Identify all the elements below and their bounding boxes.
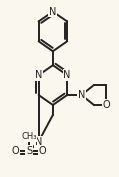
Text: N: N bbox=[49, 7, 57, 17]
Text: S: S bbox=[26, 146, 32, 156]
Text: CH₃: CH₃ bbox=[21, 132, 37, 141]
Text: N: N bbox=[78, 90, 85, 100]
Text: N: N bbox=[63, 70, 71, 80]
Text: N: N bbox=[35, 137, 42, 147]
Text: O: O bbox=[12, 146, 19, 156]
Text: N: N bbox=[35, 70, 42, 80]
Text: O: O bbox=[39, 146, 46, 156]
Text: O: O bbox=[103, 100, 110, 110]
